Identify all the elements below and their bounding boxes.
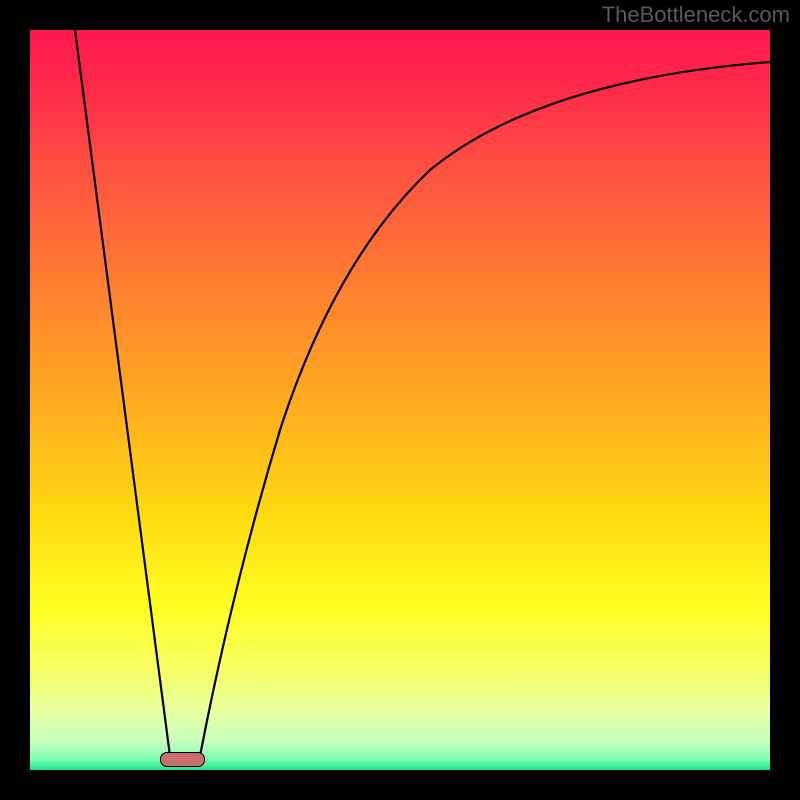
chart-container: TheBottleneck.com <box>0 0 800 800</box>
chart-frame <box>0 0 800 800</box>
watermark-label: TheBottleneck.com <box>602 2 790 28</box>
